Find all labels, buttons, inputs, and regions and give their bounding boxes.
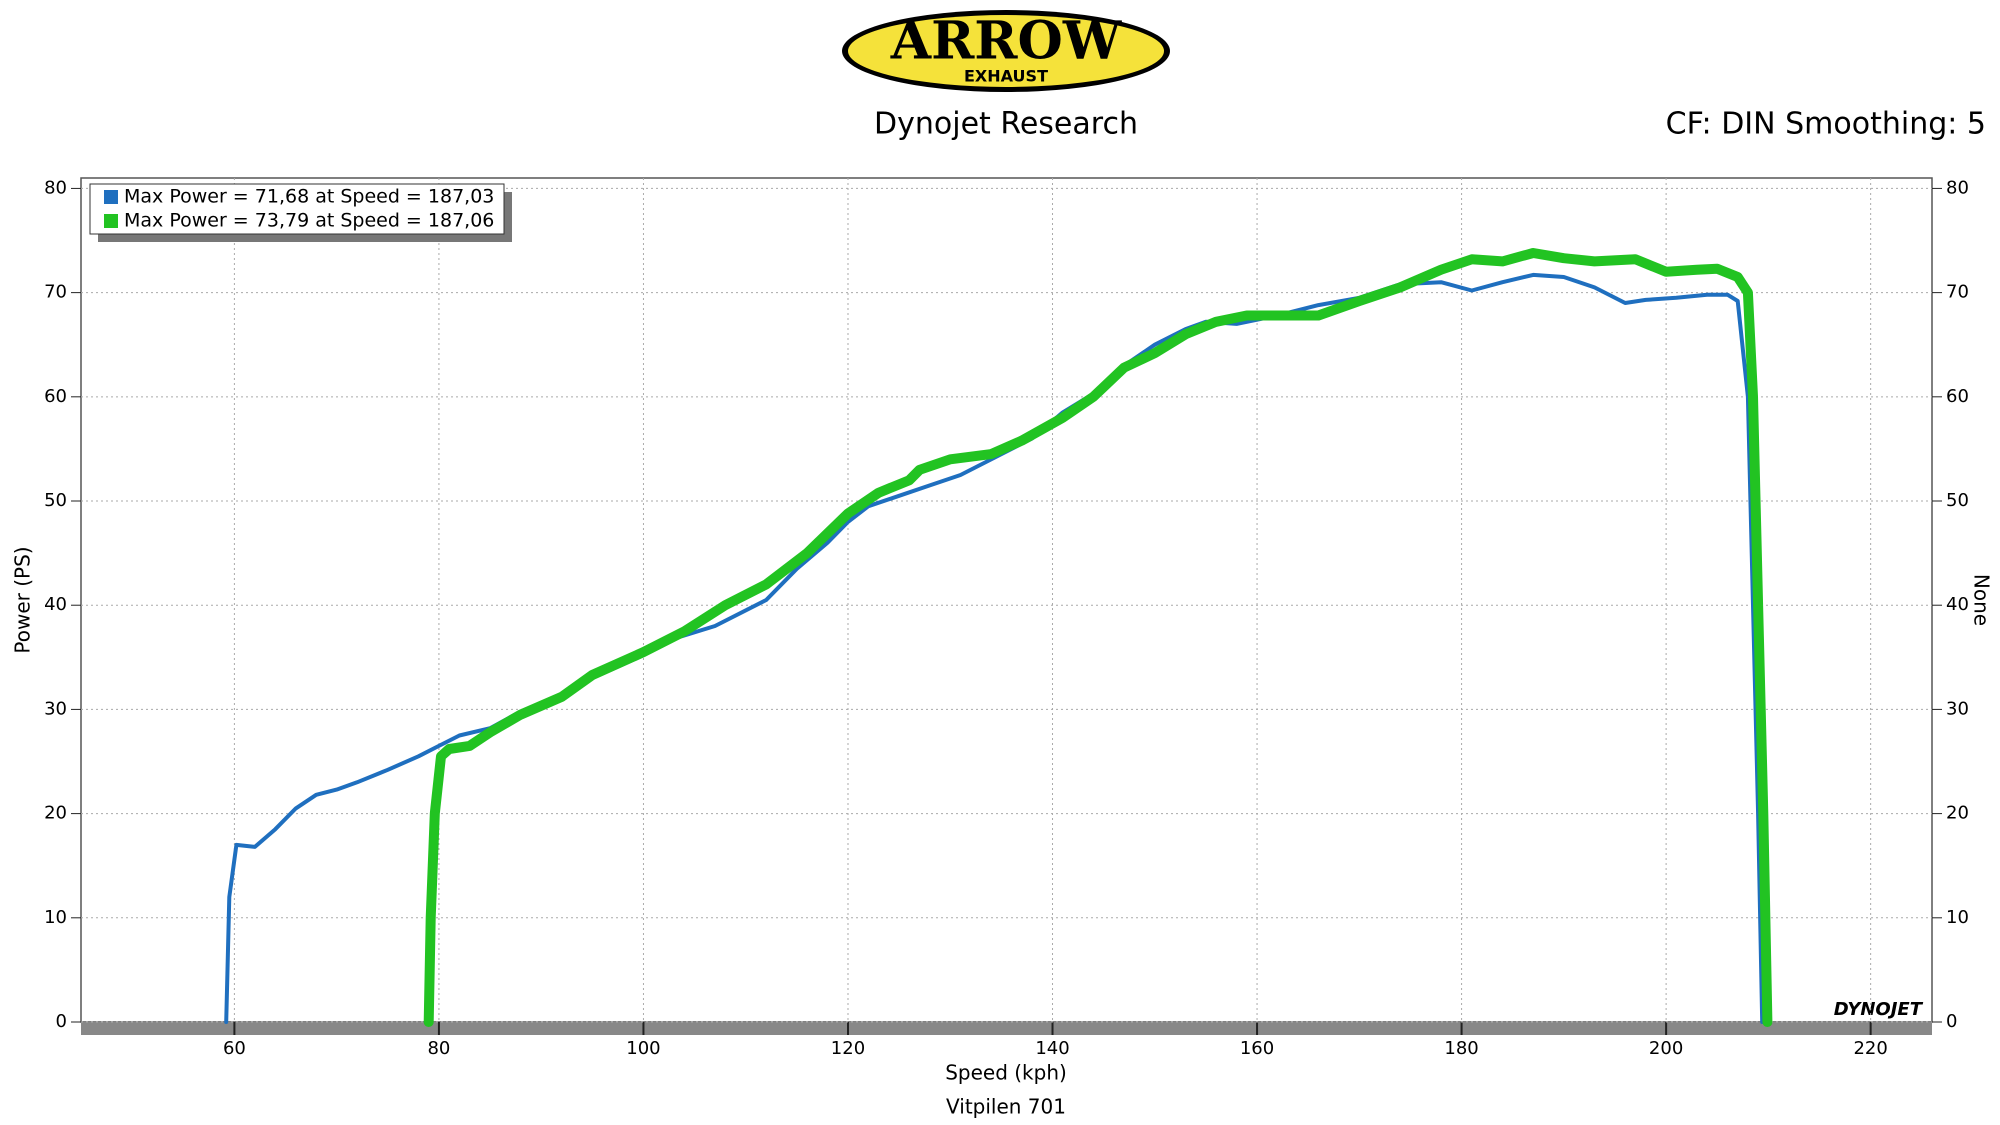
y-tick-label: 40 <box>44 594 67 615</box>
y2-tick-label: 10 <box>1946 907 1969 928</box>
legend-swatch <box>104 214 118 228</box>
x-tick-label: 140 <box>1035 1038 1069 1059</box>
y-axis-label: Power (PS) <box>11 546 35 653</box>
x-tick-label: 220 <box>1853 1038 1887 1059</box>
x-tick-label: 200 <box>1649 1038 1683 1059</box>
y-tick-label: 10 <box>44 907 67 928</box>
y-tick-label: 70 <box>44 282 67 303</box>
lines <box>224 248 1773 1027</box>
x-tick-label: 60 <box>223 1038 246 1059</box>
series-line <box>423 248 1773 1027</box>
legend-swatch <box>104 190 118 204</box>
y-tick-label: 60 <box>44 386 67 407</box>
y2-tick-label: 20 <box>1946 803 1969 824</box>
y-tick-label: 80 <box>44 177 67 198</box>
x-tick-label: 180 <box>1444 1038 1478 1059</box>
x-tick-label: 100 <box>626 1038 660 1059</box>
y2-tick-label: 0 <box>1946 1011 1957 1032</box>
y2-tick-label: 50 <box>1946 490 1969 511</box>
logo: ARROW EXHAUST <box>842 10 1170 92</box>
y-tick-label: 50 <box>44 490 67 511</box>
y-tick-label: 30 <box>44 698 67 719</box>
x-tick-label: 120 <box>831 1038 865 1059</box>
logo-background <box>848 15 1164 87</box>
watermark: DYNOJET <box>1834 999 1924 1020</box>
y2-tick-label: 40 <box>1946 594 1969 615</box>
x-axis-label: Speed (kph) <box>945 1061 1067 1085</box>
logo-subtext: EXHAUST <box>964 67 1048 86</box>
plot-frame <box>80 177 1933 1023</box>
y2-tick-label: 60 <box>1946 386 1969 407</box>
x-tick-label: 160 <box>1240 1038 1274 1059</box>
y2-tick-label: 30 <box>1946 698 1969 719</box>
legend-box <box>89 183 505 235</box>
y2-tick-label: 70 <box>1946 282 1969 303</box>
grid: 60 80 100 120 140 160 180 200 220010203040506070… <box>44 177 1969 1059</box>
chart-title: Dynojet Research <box>874 107 1138 142</box>
y2-tick-label: 80 <box>1946 177 1969 198</box>
y2-axis-label: None <box>1970 574 1994 626</box>
y-tick-label: 0 <box>56 1011 67 1032</box>
x-axis-band <box>81 1022 1932 1035</box>
chart-subtitle: CF: DIN Smoothing: 5 <box>1666 107 1986 142</box>
legend-label: Max Power = 71,68 at Speed = 187,03 <box>124 186 494 208</box>
legend-label: Max Power = 73,79 at Speed = 187,06 <box>124 210 494 232</box>
logo-text: ARROW <box>890 11 1123 72</box>
caption: Vitpilen 701 <box>946 1095 1066 1119</box>
x-tick-label: 80 <box>427 1038 450 1059</box>
y-tick-label: 20 <box>44 803 67 824</box>
